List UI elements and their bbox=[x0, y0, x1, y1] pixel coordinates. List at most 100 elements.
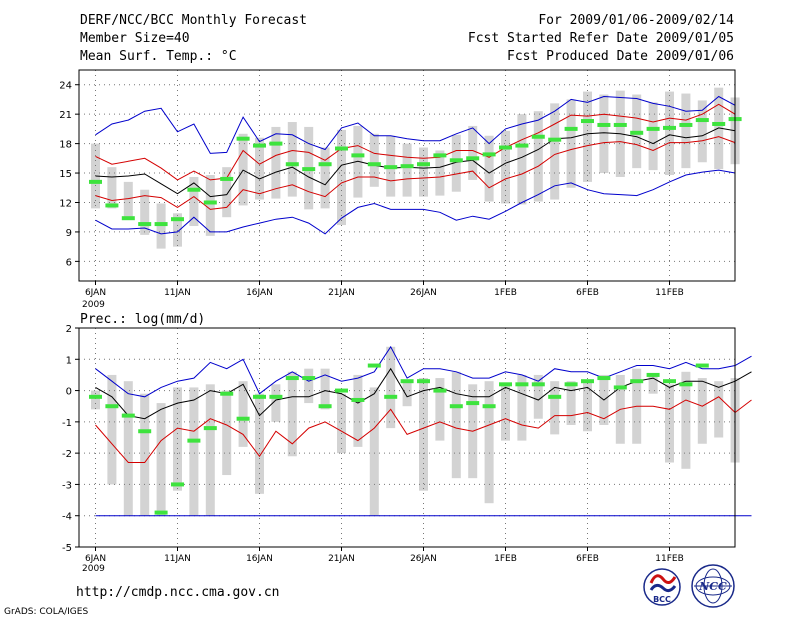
temp-median-21 bbox=[417, 162, 430, 167]
bcc-logo-text: BCC bbox=[653, 595, 671, 604]
prec-ytick-label-1: -4 bbox=[62, 512, 72, 523]
temp-median-32 bbox=[597, 122, 611, 127]
prec-box-31 bbox=[583, 381, 592, 432]
prec-xtick-label-6: 6FEB bbox=[576, 554, 599, 564]
temp-xtick-label-7: 11FEB bbox=[655, 288, 684, 298]
prec-ytick-label-6: 1 bbox=[66, 355, 72, 366]
temp-box-6 bbox=[173, 213, 182, 247]
temperature-panel: 6 9 12 15 18 21 24 6JAN 11JAN 16JAN 21JAN 26JAN 1FEB… bbox=[59, 69, 742, 310]
footer-url[interactable]: http://cmdp.ncc.cma.gov.cn bbox=[76, 585, 280, 600]
prec-median-1 bbox=[89, 394, 102, 399]
precipitation-x-year: 2009 bbox=[82, 564, 105, 574]
temperature-medians bbox=[89, 117, 742, 227]
prec-box-27 bbox=[517, 374, 527, 441]
header-produced-date: Fcst Produced Date 2009/01/06 bbox=[507, 49, 734, 64]
temp-median-17 bbox=[351, 153, 365, 158]
temp-xtick-label-3: 21JAN bbox=[328, 288, 355, 298]
prec-median-11 bbox=[253, 394, 266, 399]
prec-box-14 bbox=[304, 368, 314, 404]
temp-median-8 bbox=[203, 200, 217, 205]
prec-median-18 bbox=[367, 363, 381, 368]
temp-median-24 bbox=[466, 156, 480, 161]
prec-median-33 bbox=[613, 385, 627, 390]
prec-ytick-label-4: -1 bbox=[62, 418, 72, 429]
temp-median-16 bbox=[335, 146, 348, 151]
temp-line-minus_sigma bbox=[95, 136, 736, 210]
prec-ytick-label-3: -2 bbox=[62, 449, 72, 460]
temp-box-24 bbox=[468, 125, 478, 180]
prec-box-2 bbox=[107, 374, 117, 485]
temp-median-39 bbox=[712, 121, 726, 126]
temp-box-30 bbox=[566, 99, 576, 188]
prec-line-minus_sigma bbox=[95, 396, 752, 463]
temp-box-20 bbox=[402, 143, 412, 197]
prec-box-7 bbox=[189, 387, 199, 516]
temp-median-34 bbox=[630, 130, 644, 135]
prec-xtick-label-1: 11JAN bbox=[164, 554, 191, 564]
temp-median-10 bbox=[236, 136, 250, 141]
prec-box-13 bbox=[287, 371, 297, 457]
temp-median-30 bbox=[564, 126, 578, 131]
temp-box-32 bbox=[599, 94, 609, 174]
temp-box-13 bbox=[287, 122, 297, 197]
prec-median-32 bbox=[597, 376, 611, 381]
prec-box-37 bbox=[681, 371, 691, 469]
temp-median-12 bbox=[269, 141, 283, 146]
header-member-size: Member Size=40 bbox=[80, 31, 190, 46]
prec-median-19 bbox=[384, 394, 398, 399]
prec-median-25 bbox=[482, 404, 496, 409]
prec-xtick-label-7: 11FEB bbox=[655, 554, 684, 564]
prec-median-23 bbox=[449, 404, 463, 409]
temperature-x-year: 2009 bbox=[82, 300, 105, 310]
prec-median-8 bbox=[203, 426, 217, 431]
prec-median-3 bbox=[121, 413, 135, 418]
temp-ytick-label-5: 21 bbox=[59, 110, 72, 121]
prec-median-15 bbox=[318, 404, 332, 409]
footer-credit: GrADS: COLA/IGES bbox=[4, 607, 88, 617]
temp-median-3 bbox=[121, 216, 135, 221]
temp-median-25 bbox=[482, 152, 496, 157]
temp-xtick-label-4: 26JAN bbox=[410, 288, 437, 298]
temp-median-15 bbox=[318, 162, 332, 167]
prec-box-30 bbox=[566, 381, 576, 425]
prec-box-25 bbox=[484, 381, 494, 504]
prec-median-5 bbox=[154, 510, 168, 515]
prec-box-9 bbox=[222, 390, 232, 476]
prec-box-22 bbox=[435, 378, 445, 441]
prec-median-34 bbox=[630, 379, 644, 384]
prec-median-27 bbox=[515, 382, 529, 387]
temp-median-5 bbox=[154, 222, 168, 227]
prec-median-13 bbox=[285, 376, 299, 381]
prec-median-36 bbox=[663, 379, 676, 384]
temp-ytick-label-4: 18 bbox=[59, 140, 72, 151]
prec-box-29 bbox=[550, 381, 560, 435]
prec-box-10 bbox=[238, 381, 248, 447]
temp-box-11 bbox=[255, 137, 264, 200]
header-variable: Mean Surf. Temp.: °C bbox=[80, 49, 237, 64]
temp-box-37 bbox=[681, 93, 691, 169]
temp-line-max bbox=[95, 95, 736, 154]
prec-box-35 bbox=[648, 374, 658, 394]
prec-box-4 bbox=[140, 393, 150, 516]
precipitation-series bbox=[95, 345, 752, 517]
header-title: DERF/NCC/BCC Monthly Forecast bbox=[80, 13, 307, 28]
temp-box-31 bbox=[583, 91, 592, 182]
temp-median-18 bbox=[367, 162, 381, 167]
prec-median-20 bbox=[400, 379, 414, 384]
prec-ytick-label-0: -5 bbox=[62, 543, 72, 554]
ncc-logo: NCC bbox=[691, 564, 735, 608]
temp-xtick-label-0: 6JAN bbox=[85, 288, 106, 298]
precipitation-medians bbox=[89, 363, 709, 515]
prec-box-18 bbox=[369, 387, 379, 516]
prec-ytick-label-7: 2 bbox=[66, 324, 72, 335]
prec-median-28 bbox=[531, 382, 545, 387]
prec-box-12 bbox=[271, 384, 281, 422]
prec-xtick-label-3: 21JAN bbox=[328, 554, 355, 564]
prec-box-8 bbox=[205, 384, 215, 516]
temp-median-20 bbox=[400, 164, 414, 169]
temp-box-38 bbox=[697, 100, 707, 163]
precip-title: Prec.: log(mm/d) bbox=[80, 312, 205, 327]
temp-ytick-label-2: 12 bbox=[59, 198, 72, 209]
ncc-logo-text: NCC bbox=[698, 580, 727, 593]
